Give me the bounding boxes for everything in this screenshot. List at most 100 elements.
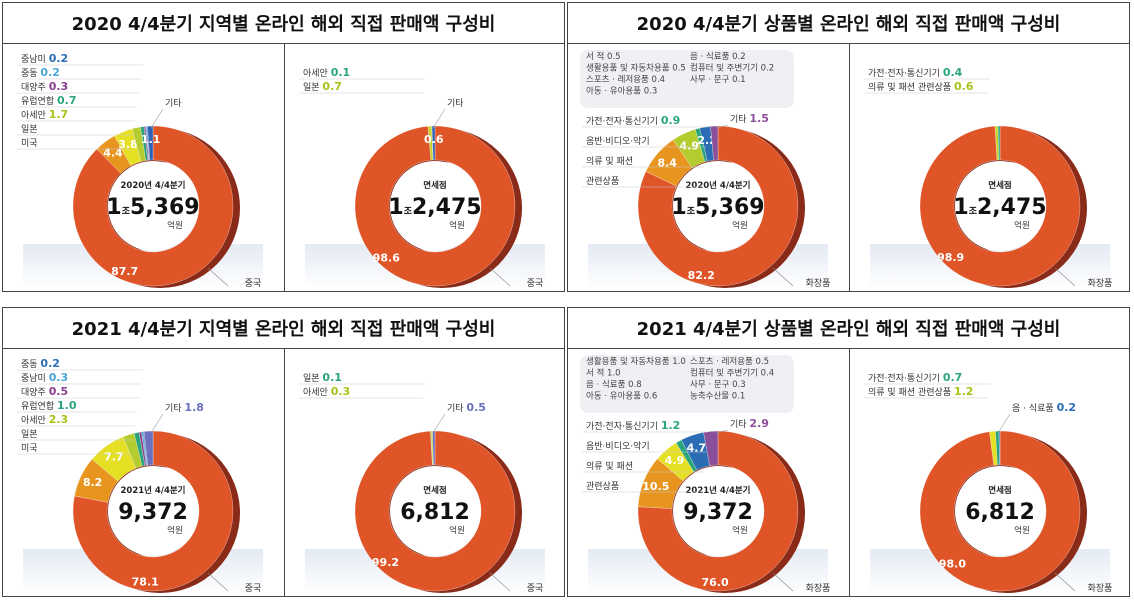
center-unit: 억원 <box>1014 220 1030 231</box>
note-item: 아동 · 유아용품 0.6 <box>586 391 657 402</box>
legend-item: 가전·전자·통신기기 0.7 <box>868 371 962 384</box>
center-unit: 억원 <box>1014 525 1030 536</box>
segment-value-label: 98.9 <box>937 251 964 264</box>
main-category-label: 화장품 <box>1087 278 1112 289</box>
segment-가전·전자·통신기기 <box>997 125 1000 161</box>
leader-line <box>1054 267 1075 287</box>
panel-2021-region: 2021 4/4분기 지역별 온라인 해외 직접 판매액 구성비 78.1 8.2… <box>2 307 565 597</box>
legend-leader-line <box>715 124 729 129</box>
legend-item: 아세안 0.3 <box>303 385 350 398</box>
legend-item-top-right: 기타 1.5 <box>730 112 769 125</box>
segment-value-label: 1.1 <box>141 133 161 146</box>
legend-item: 미국 <box>21 138 38 149</box>
legend-item: 유럽연합 1.0 <box>21 399 77 412</box>
panel-title: 2021 4/4분기 지역별 온라인 해외 직접 판매액 구성비 <box>3 308 564 349</box>
main-category-label: 중국 <box>526 583 543 594</box>
center-unit: 억원 <box>167 525 183 536</box>
center-unit: 억원 <box>732 525 748 536</box>
leader-line <box>1054 572 1075 592</box>
center-unit: 억원 <box>732 220 748 231</box>
legend-item: 일본 0.1 <box>303 371 342 384</box>
panel-title: 2020 4/4분기 상품별 온라인 해외 직접 판매액 구성비 <box>568 3 1129 44</box>
segment-value-label: 4.9 <box>665 454 685 467</box>
segment-value-label: 4.9 <box>680 139 700 152</box>
center-unit: 억원 <box>449 525 465 536</box>
segment-value-label: 0.6 <box>423 133 443 146</box>
segment-화장품 <box>919 430 1080 592</box>
donut-hole <box>108 161 198 251</box>
main-category-label: 중국 <box>245 278 262 289</box>
legend-item: 의류 및 패션 <box>586 460 633 472</box>
segment-value-label: 78.1 <box>132 576 159 589</box>
note-item: 음 · 식료품 0.2 <box>690 52 746 62</box>
center-total: 6,812 <box>965 500 1035 525</box>
segment-value-label: 3.8 <box>118 138 138 151</box>
legend-item: 음반·비디오·악기 <box>586 440 650 452</box>
note-background <box>580 50 794 108</box>
legend-leader-line <box>997 413 1010 434</box>
segment-value-label: 82.2 <box>688 269 715 282</box>
legend-item: 아세안 0.1 <box>303 66 350 79</box>
donut-hole <box>389 466 480 556</box>
legend-item: 일본 <box>21 429 38 440</box>
legend-item: 중동 0.2 <box>21 66 60 79</box>
note-box: 생활용품 및 자동차용품 1.0서 적 1.0음 · 식료품 0.8아동 · 유… <box>580 355 794 413</box>
segment-value-label: 8.4 <box>657 156 677 169</box>
segment-기타 <box>147 125 154 161</box>
main-category-label: 화장품 <box>806 583 831 594</box>
note-item: 사무 · 문구 0.3 <box>690 380 746 390</box>
center-total: 6,812 <box>400 500 470 525</box>
legend-item: 가전·전자·통신기기 1.2 <box>586 419 680 432</box>
note-item: 스포츠 · 레저용품 0.5 <box>690 357 769 367</box>
segment-기타 <box>703 430 719 466</box>
legend-item-top-right: 기타 <box>165 98 182 109</box>
legend-leader-line <box>432 413 445 434</box>
chart-online: 78.1 8.2 7.7 2021년 4/4분기 9,372 억원 중국 중동 0.2 중남미 … <box>3 349 284 597</box>
center-caption: 2020년 4/4분기 <box>685 180 750 191</box>
donut-hole <box>673 466 763 556</box>
segment-value-label: 10.5 <box>642 480 669 493</box>
chart-duty-free: 99.2 면세점 6,812 억원 중국 일본 0.1 아세안 0.3 기타 0.5 <box>283 349 565 597</box>
center-caption: 2020년 4/4분기 <box>120 180 185 191</box>
legend-item: 관련상품 <box>586 481 619 492</box>
main-category-label: 중국 <box>245 583 262 594</box>
legend-item: 음반·비디오·악기 <box>586 135 650 147</box>
legend-item: 의류 및 패션 <box>586 155 633 167</box>
center-total: 1조2,475 <box>388 195 481 220</box>
leader-line <box>207 572 229 592</box>
panel-title: 2020 4/4분기 지역별 온라인 해외 직접 판매액 구성비 <box>3 3 564 44</box>
legend-item: 가전·전자·통신기기 0.9 <box>586 114 680 127</box>
main-category-label: 화장품 <box>806 278 831 289</box>
note-background <box>580 355 794 413</box>
segment-value-label: 8.2 <box>83 476 103 489</box>
leader-line <box>489 267 510 287</box>
note-item: 사무 · 문구 0.1 <box>690 75 746 85</box>
segment-화장품 <box>637 430 799 592</box>
segment-화장품 <box>919 125 1080 287</box>
note-item: 서 적 0.5 <box>586 51 621 62</box>
legend-item-top-right: 기타 2.9 <box>730 417 769 430</box>
segment-value-label: 98.0 <box>938 558 965 571</box>
donut-hole <box>673 161 763 251</box>
panel-2021-product: 2021 4/4분기 상품별 온라인 해외 직접 판매액 구성비 생활용품 및 … <box>567 307 1130 597</box>
panel-2020-region: 2020 4/4분기 지역별 온라인 해외 직접 판매액 구성비 87.7 4.4… <box>2 2 565 292</box>
legend-item: 의류 및 패션 관련상품 0.6 <box>868 80 974 93</box>
chart-duty-free: 98.6 0.6 면세점 1조2,475 억원 중국 아세안 0.1 일본 0.7 기타 <box>283 44 565 292</box>
legend-leader-line <box>150 108 164 129</box>
legend-item: 중남미 0.3 <box>21 371 68 384</box>
segment-value-label: 4.4 <box>103 146 123 159</box>
segment-value-label: 4.7 <box>687 442 707 455</box>
donut-hole <box>954 466 1045 556</box>
legend-item: 미국 <box>21 443 38 454</box>
legend-item-top-right: 음 · 식료품 0.2 <box>1012 401 1076 414</box>
legend-leader-line <box>715 429 729 434</box>
segment-기타 <box>431 125 435 161</box>
center-unit: 억원 <box>167 220 183 231</box>
donut-hole <box>954 161 1045 251</box>
center-caption: 면세점 <box>423 180 446 191</box>
